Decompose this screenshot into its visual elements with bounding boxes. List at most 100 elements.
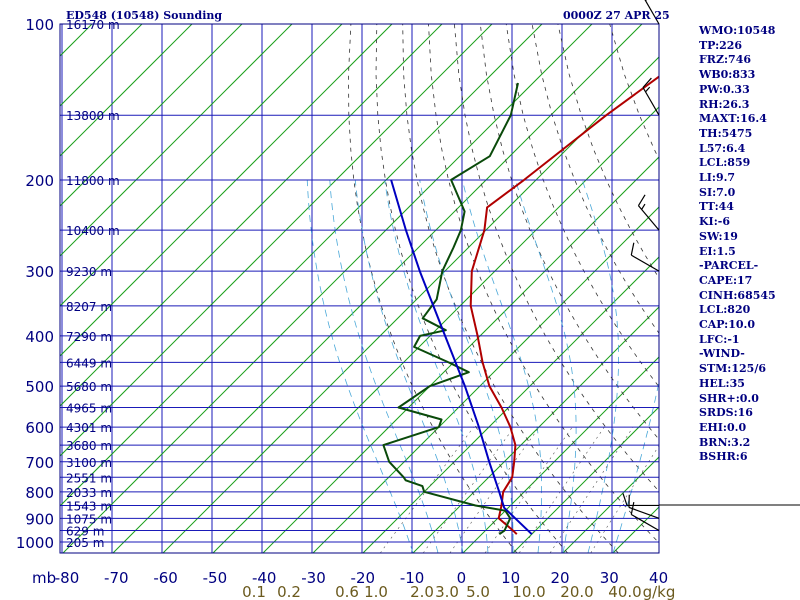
mixing-ratio-label: 1.0 xyxy=(364,583,388,600)
isotherm-line xyxy=(562,456,659,553)
isotherm-line xyxy=(62,24,593,553)
height-label: 4301 m xyxy=(66,421,112,435)
index-line: TP:226 xyxy=(699,38,743,52)
index-line: TH:5475 xyxy=(699,126,753,140)
index-line: TT:44 xyxy=(699,200,734,214)
pressure-tick-label: 500 xyxy=(25,378,54,396)
mixing-ratio-line xyxy=(422,426,515,553)
mixing-ratio-label: g/kg xyxy=(643,583,676,600)
moist-adiabat-line xyxy=(515,179,577,553)
index-line: CAP:10.0 xyxy=(699,318,756,332)
isotherm-line xyxy=(512,406,659,553)
isotherm-line xyxy=(412,306,659,553)
temperature-tick-label: -20 xyxy=(351,569,376,587)
isotherm-line xyxy=(60,24,493,457)
temperature-tick-label: 20 xyxy=(550,569,569,587)
series-line-3 xyxy=(390,179,533,535)
pressure-tick-label: 900 xyxy=(25,510,54,528)
index-line: SRDS:16 xyxy=(699,406,753,420)
height-label: 6449 m xyxy=(66,356,112,370)
moist-adiabat-line xyxy=(462,179,542,553)
indices-panel: WMO:10548 TP:226 FRZ:746 WB0:833 PW:0.33 RH:2… xyxy=(699,24,799,465)
dry-adiabat-line xyxy=(428,24,659,544)
index-line: PW:0.33 xyxy=(699,82,750,96)
height-label: 11800 m xyxy=(66,174,120,188)
pressure-tick-label: 300 xyxy=(25,263,54,281)
index-line: STM:125/6 xyxy=(699,362,766,376)
height-label: 3100 m xyxy=(66,456,112,470)
index-line: -PARCEL- xyxy=(699,259,759,273)
temperature-tick-label: -40 xyxy=(252,569,277,587)
mixing-ratio-label: 0.6 xyxy=(335,583,359,600)
wind-barb-layer xyxy=(622,0,800,532)
isotherm-line xyxy=(60,24,543,507)
isotherm-line xyxy=(60,24,293,257)
isotherm-line xyxy=(112,24,643,553)
wind-barb xyxy=(628,494,660,519)
index-line: WB0:833 xyxy=(699,68,756,82)
height-label: 9230 m xyxy=(66,265,112,279)
height-label: 5680 m xyxy=(66,380,112,394)
temperature-tick-label: 30 xyxy=(600,569,619,587)
isotherm-line xyxy=(262,156,659,553)
mixing-ratio-label: 0.1 xyxy=(242,583,266,600)
index-line: SI:7.0 xyxy=(699,185,736,199)
dry-adiabat-line xyxy=(454,24,659,492)
index-line: WMO:10548 xyxy=(699,24,776,37)
index-line: EHI:0.0 xyxy=(699,420,747,434)
temperature-tick-label: -80 xyxy=(55,569,80,587)
height-label: 3680 m xyxy=(66,439,112,453)
moist-adiabat-line xyxy=(306,179,414,553)
temperature-tick-label: -10 xyxy=(400,569,425,587)
pressure-tick-label: 600 xyxy=(25,419,54,437)
index-line: BRN:3.2 xyxy=(699,435,751,449)
mixing-ratio-label: 3.0 xyxy=(435,583,459,600)
mixing-ratio-line xyxy=(590,445,659,553)
index-line: SHR+:0.0 xyxy=(699,391,759,405)
moist-adiabat-line xyxy=(329,179,439,553)
isotherm-line xyxy=(60,24,393,357)
index-line: SW:19 xyxy=(699,229,738,243)
height-label: 1543 m xyxy=(66,499,112,513)
index-line: EI:1.5 xyxy=(699,244,736,258)
index-line: HEL:35 xyxy=(699,376,745,390)
temperature-tick-label: -60 xyxy=(153,569,178,587)
wind-barb xyxy=(644,0,660,25)
dry-adiabat-line xyxy=(375,24,568,553)
moist-adiabat-line xyxy=(612,379,659,553)
pressure-unit-label: mb xyxy=(32,569,56,587)
isotherm-line xyxy=(462,356,659,553)
temperature-tick-label: -70 xyxy=(104,569,129,587)
index-line: -WIND- xyxy=(699,347,745,361)
series-layer xyxy=(382,75,659,536)
index-line: BSHR:6 xyxy=(699,450,748,464)
height-label: 13800 m xyxy=(66,109,120,123)
isotherm-line xyxy=(60,24,243,207)
dry-adiabat-line xyxy=(505,24,659,388)
height-label: 10400 m xyxy=(66,224,120,238)
isotherm-line xyxy=(312,206,659,553)
pressure-tick-label: 1000 xyxy=(16,534,54,552)
mixing-ratio-line xyxy=(484,426,573,553)
plot-frame xyxy=(59,23,660,554)
mixing-ratio-label: 2.0 xyxy=(410,583,434,600)
mixing-ratio-label: 10.0 xyxy=(512,583,545,600)
series-line-1 xyxy=(469,75,659,535)
temperature-tick-label: -50 xyxy=(203,569,228,587)
mixing-ratio-line xyxy=(549,426,634,553)
pressure-tick-label: 100 xyxy=(25,16,54,34)
pressure-tick-label: 800 xyxy=(25,484,54,502)
index-line: CINH:68545 xyxy=(699,288,776,302)
dry-adiabat-line xyxy=(479,24,659,440)
index-line: RH:26.3 xyxy=(699,97,750,111)
index-line: LCL:859 xyxy=(699,156,751,170)
moist-adiabat-line xyxy=(384,179,489,553)
height-label: 16170 m xyxy=(66,18,120,32)
mixing-ratio-label: 0.2 xyxy=(277,583,301,600)
index-line: FRZ:746 xyxy=(699,53,752,67)
index-line: LCL:820 xyxy=(699,303,751,317)
station-title: ED548 (10548) Sounding xyxy=(66,9,223,22)
index-line: KI:-6 xyxy=(699,215,730,229)
wind-barb xyxy=(630,242,660,272)
